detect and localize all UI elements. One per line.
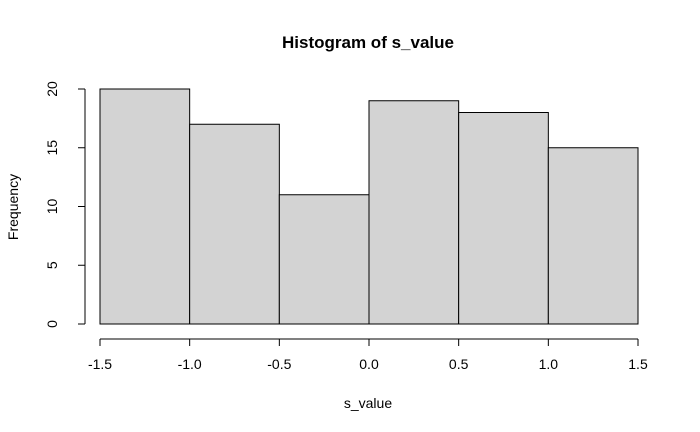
histogram-bar-2: [189, 123, 280, 325]
histogram-bar-3: [278, 194, 370, 325]
histogram-bar-5: [458, 112, 549, 325]
x-axis: -1.5 -1.0 -0.5 0.0 0.5 1.0 1.5: [88, 338, 648, 372]
y-tick-label: 20: [44, 81, 60, 97]
x-tick-label: -1.5: [88, 356, 112, 372]
histogram-bar-4: [368, 100, 460, 325]
x-axis-label: s_value: [344, 395, 392, 411]
histogram-bar-6: [547, 147, 639, 325]
y-axis-label: Frequency: [5, 174, 21, 240]
x-tick-label: 0.5: [449, 356, 469, 372]
x-tick-label: 1.0: [539, 356, 559, 372]
y-tick-label: 0: [44, 320, 60, 328]
y-tick-label: 5: [44, 261, 60, 269]
x-tick-label: -1.0: [178, 356, 202, 372]
x-tick-label: -0.5: [267, 356, 291, 372]
y-axis: 0 5 10 15 20: [44, 81, 86, 328]
x-tick-label: 0.0: [359, 356, 379, 372]
bars-group: [99, 88, 639, 325]
histogram-bar-1: [99, 88, 191, 325]
y-tick-label: 10: [44, 199, 60, 215]
x-tick-label: 1.5: [628, 356, 648, 372]
chart-title: Histogram of s_value: [282, 33, 454, 52]
y-tick-label: 15: [44, 140, 60, 156]
